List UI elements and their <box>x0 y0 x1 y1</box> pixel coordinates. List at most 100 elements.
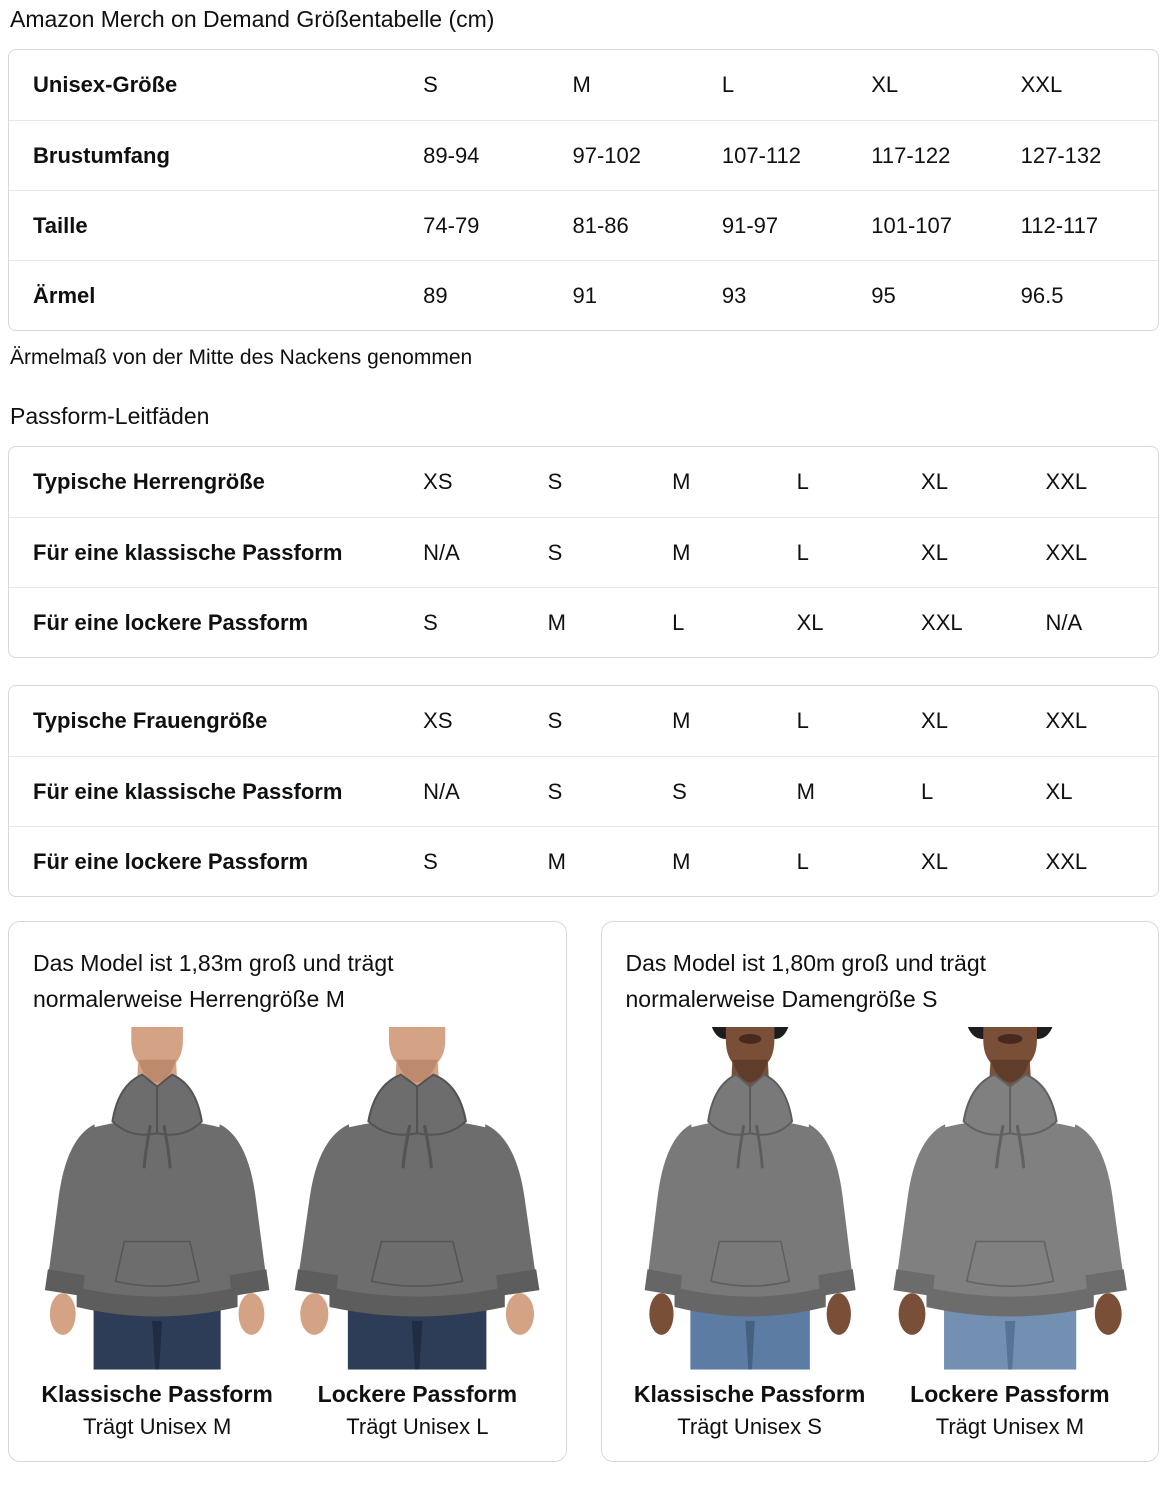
table-cell: L <box>796 469 809 494</box>
table-cell: S <box>547 778 563 804</box>
male-loose-fit-photo <box>282 1027 553 1370</box>
table-cell: 112-117 <box>1020 212 1099 238</box>
table-cell: 93 <box>721 282 747 308</box>
table-row: Für eine klassische Passform N/A S S M L… <box>9 756 1158 826</box>
table-cell: XL <box>871 72 899 97</box>
sleeve-measure-note: Ärmelmaß von der Mitte des Nackens genom… <box>10 346 473 369</box>
female-classic-fit-photo <box>633 1027 866 1370</box>
female-model-card: Das Model ist 1,80m groß und trägt norma… <box>600 921 1159 1463</box>
table-cell: L <box>796 708 809 733</box>
row-label: Unisex-Größe <box>33 72 178 97</box>
table-cell: XL <box>1045 778 1073 804</box>
table-cell: M <box>672 848 691 874</box>
figure-caption: Lockere Passform Trägt Unisex L <box>293 1378 541 1443</box>
table-cell: M <box>796 778 815 804</box>
fit-subtitle: Trägt Unisex M <box>82 1414 232 1440</box>
table-row: Für eine lockere Passform S M L XL XXL N… <box>9 587 1158 657</box>
figure-caption: Klassische Passform Trägt Unisex M <box>33 1378 281 1443</box>
male-classic-fit-figure: Klassische Passform Trägt Unisex M <box>33 1027 281 1443</box>
table-cell: XXL <box>1020 72 1063 97</box>
table-row: Typische Herrengröße XS S M L XL XXL <box>9 447 1158 517</box>
page-title: Amazon Merch on Demand Größentabelle (cm… <box>10 6 495 32</box>
table-cell: 91-97 <box>721 212 779 238</box>
table-cell: M <box>572 72 591 97</box>
table-cell: S <box>547 539 563 565</box>
table-cell: XS <box>423 708 453 733</box>
table-cell: S <box>547 469 563 494</box>
table-cell: 97-102 <box>572 142 642 168</box>
row-label: Für eine klassische Passform <box>33 539 343 565</box>
fit-subtitle: Trägt Unisex S <box>677 1414 822 1440</box>
male-loose-fit-figure: Lockere Passform Trägt Unisex L <box>293 1027 541 1443</box>
table-cell: 117-122 <box>871 142 951 168</box>
fit-subtitle: Trägt Unisex L <box>346 1414 489 1440</box>
table-cell: L <box>921 778 934 804</box>
table-cell: 91 <box>572 282 597 308</box>
table-cell: 74-79 <box>423 212 480 238</box>
table-cell: M <box>547 609 566 635</box>
unisex-size-table: Unisex-Größe S M L XL XXL Brustumfang 89… <box>8 49 1159 331</box>
row-label: Für eine lockere Passform <box>33 848 309 874</box>
table-cell: S <box>423 609 438 635</box>
table-cell: XXL <box>1045 848 1088 874</box>
fit-title: Klassische Passform <box>633 1380 866 1407</box>
mens-fit-table: Typische Herrengröße XS S M L XL XXL Für… <box>8 446 1159 658</box>
female-model-description: Das Model ist 1,80m groß und trägt norma… <box>625 950 987 1012</box>
fit-subtitle: Trägt Unisex M <box>935 1414 1085 1440</box>
female-classic-fit-figure: Klassische Passform Trägt Unisex S <box>626 1027 874 1443</box>
table-cell: 107-112 <box>721 142 801 168</box>
table-cell: XS <box>423 469 453 494</box>
table-cell: N/A <box>423 539 460 565</box>
table-cell: L <box>721 72 735 97</box>
table-cell: S <box>547 708 563 733</box>
table-cell: 127-132 <box>1020 142 1102 168</box>
table-cell: XL <box>921 848 948 874</box>
row-label: Für eine lockere Passform <box>33 609 309 635</box>
table-cell: XL <box>921 469 948 494</box>
womens-fit-table: Typische Frauengröße XS S M L XL XXL Für… <box>8 685 1159 897</box>
table-cell: 101-107 <box>871 212 952 238</box>
table-row: Unisex-Größe S M L XL XXL <box>9 50 1158 120</box>
table-row: Typische Frauengröße XS S M L XL XXL <box>9 686 1158 756</box>
table-cell: XL <box>921 539 948 565</box>
table-row: Ärmel 89 91 93 95 96.5 <box>9 260 1158 330</box>
table-cell: 89 <box>423 282 448 308</box>
fit-title: Klassische Passform <box>41 1380 273 1407</box>
fit-title: Lockere Passform <box>910 1380 1110 1407</box>
table-cell: M <box>672 708 691 733</box>
figure-caption: Klassische Passform Trägt Unisex S <box>626 1378 874 1443</box>
table-cell: XL <box>796 609 824 635</box>
table-cell: 96.5 <box>1020 282 1064 308</box>
table-cell: M <box>547 848 566 874</box>
female-loose-fit-figure: Lockere Passform Trägt Unisex M <box>886 1027 1134 1443</box>
female-loose-fit-photo <box>881 1027 1139 1370</box>
table-cell: S <box>672 778 687 804</box>
row-label: Brustumfang <box>33 142 170 168</box>
row-label: Für eine klassische Passform <box>33 778 343 804</box>
table-cell: N/A <box>1045 609 1083 635</box>
male-model-figures: Klassische Passform Trägt Unisex M Locke… <box>33 1027 542 1443</box>
table-cell: 89-94 <box>423 142 480 168</box>
table-cell: S <box>423 72 438 97</box>
row-label: Taille <box>33 212 88 238</box>
table-cell: XL <box>921 708 948 733</box>
table-cell: M <box>672 539 691 565</box>
table-cell: L <box>796 848 809 874</box>
table-cell: 81-86 <box>572 212 629 238</box>
table-row: Brustumfang 89-94 97-102 107-112 117-122… <box>9 120 1158 190</box>
table-cell: L <box>672 609 685 635</box>
male-model-description: Das Model ist 1,83m groß und trägt norma… <box>33 950 394 1012</box>
table-cell: XXL <box>921 609 963 635</box>
table-cell: M <box>672 469 691 494</box>
figure-caption: Lockere Passform Trägt Unisex M <box>886 1378 1134 1443</box>
table-row: Für eine lockere Passform S M M L XL XXL <box>9 826 1158 896</box>
female-model-figures: Klassische Passform Trägt Unisex S Locke… <box>626 1027 1135 1443</box>
table-cell: XXL <box>1045 539 1088 565</box>
table-row: Taille 74-79 81-86 91-97 101-107 112-117 <box>9 190 1158 260</box>
table-cell: N/A <box>423 778 460 804</box>
table-cell: XXL <box>1045 469 1088 494</box>
model-cards: Das Model ist 1,83m groß und trägt norma… <box>8 921 1159 1463</box>
fit-guides-heading: Passform-Leitfäden <box>10 403 210 429</box>
row-label: Ärmel <box>33 282 96 308</box>
table-row: Für eine klassische Passform N/A S M L X… <box>9 517 1158 587</box>
